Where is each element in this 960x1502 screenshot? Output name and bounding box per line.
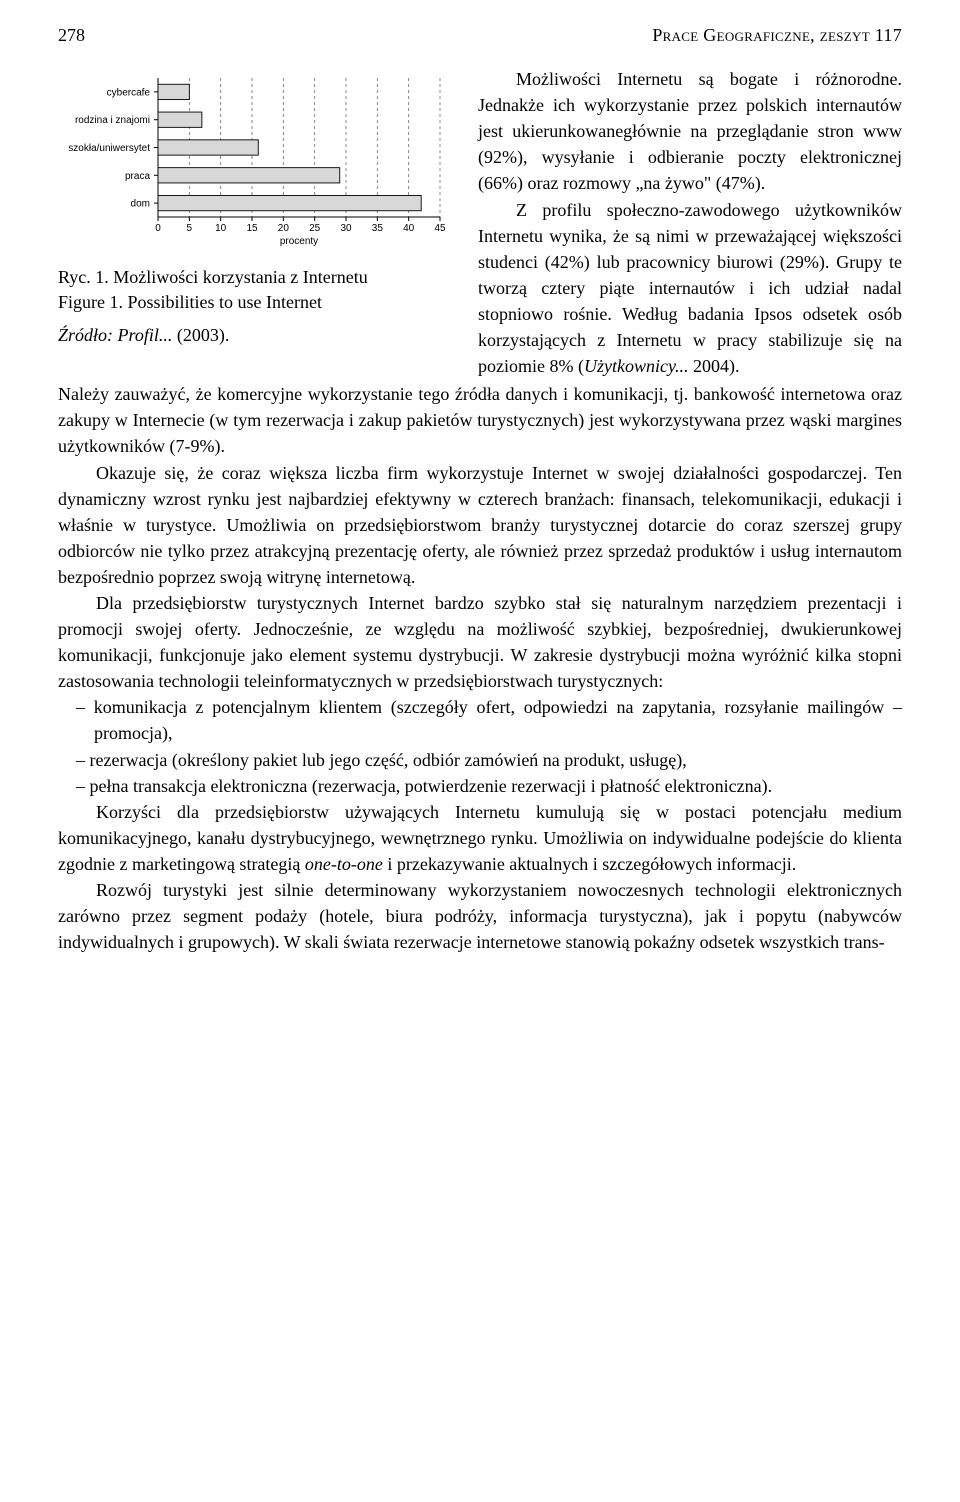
aside-text: Możliwości Internetu są bogate i różnoro… [478,66,902,379]
source-title: Profil... [118,325,173,345]
figure-caption: Ryc. 1. Możliwości korzystania z Interne… [58,265,458,349]
body-p4-italic: one-to-one [305,854,383,874]
svg-text:25: 25 [309,223,321,234]
svg-text:rodzina i znajomi: rodzina i znajomi [75,115,150,126]
svg-text:procenty: procenty [280,236,318,247]
list-item: pełna transakcja elektroniczna (rezerwac… [76,773,902,799]
aside-para-2-tail: 2004). [688,356,739,376]
page-number: 278 [58,22,85,48]
body-p5: Rozwój turystyki jest silnie determinowa… [58,877,902,955]
aside-para-2: Z profilu społeczno-zawodowego użytkowni… [478,197,902,380]
aside-para-2-lead: Z profilu społeczno-zawodowego użytkowni… [478,200,902,377]
source-year: (2003). [172,325,229,345]
svg-text:35: 35 [372,223,384,234]
svg-text:szokła/uniwersytet: szokła/uniwersytet [68,143,150,154]
caption-figure: Figure 1. Possibilities to use Internet [58,290,458,315]
chart-container: 0 5 10 15 20 25 30 35 40 45 procenty cybercafe rodzi… [58,66,458,251]
svg-text:10: 10 [215,223,227,234]
bar-chart: 0 5 10 15 20 25 30 35 40 45 procenty cybercafe rodzi… [66,72,450,247]
svg-text:0: 0 [155,223,161,234]
body-p4-tail: i przekazywanie aktualnych i szczegółowy… [383,854,796,874]
aside-para-1: Możliwości Internetu są bogate i różnoro… [478,66,902,196]
body-p3: Dla przedsiębiorstw turystycznych Intern… [58,590,902,694]
svg-text:45: 45 [434,223,446,234]
caption-source: Źródło: Profil... (2003). [58,323,458,348]
bullet-list: komunikacja z potencjalnym klientem (szc… [76,694,902,798]
svg-text:dom: dom [131,199,150,210]
svg-text:5: 5 [187,223,193,234]
page-header: 278 Prace Geograficzne, zeszyt 117 [58,22,902,48]
body-p4: Korzyści dla przedsiębiorstw używających… [58,799,902,877]
svg-text:cybercafe: cybercafe [107,87,151,98]
figure-block: 0 5 10 15 20 25 30 35 40 45 procenty cybercafe rodzi… [58,66,458,379]
svg-text:15: 15 [246,223,258,234]
body-p1: Należy zauważyć, że komercyjne wykorzyst… [58,381,902,459]
caption-ryc: Ryc. 1. Możliwości korzystania z Interne… [58,265,458,290]
list-item: rezerwacja (określony pakiet lub jego cz… [76,747,902,773]
aside-para-2-italic: Użytkownicy... [584,356,688,376]
svg-text:20: 20 [278,223,290,234]
svg-text:40: 40 [403,223,415,234]
source-prefix: Źródło: [58,325,118,345]
figure-and-aside: 0 5 10 15 20 25 30 35 40 45 procenty cybercafe rodzi… [58,66,902,379]
svg-text:praca: praca [125,171,150,182]
svg-text:30: 30 [340,223,352,234]
body-p2: Okazuje się, że coraz większa liczba fir… [58,460,902,590]
running-title: Prace Geograficzne, zeszyt 117 [652,22,902,48]
body-text: Należy zauważyć, że komercyjne wykorzyst… [58,381,902,955]
list-item: komunikacja z potencjalnym klientem (szc… [76,694,902,746]
